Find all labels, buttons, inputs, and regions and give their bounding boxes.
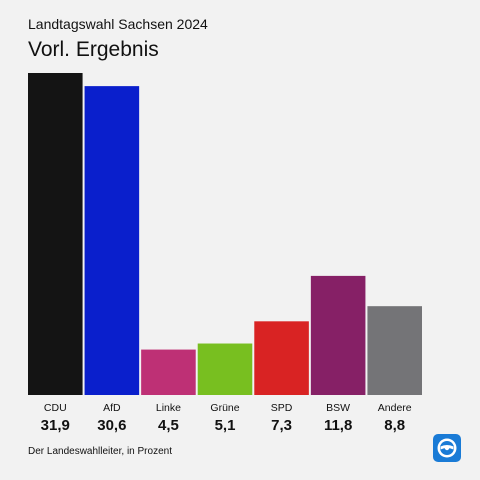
category-label: AfD	[103, 402, 121, 414]
value-label: 11,8	[324, 417, 352, 434]
bar-linke	[141, 349, 196, 395]
bar-grüne	[197, 343, 253, 395]
source-note: Der Landeswahlleiter, in Prozent	[28, 446, 172, 457]
bar-bsw	[310, 275, 366, 395]
tagesschau-logo-icon	[433, 434, 461, 462]
chart-title: Vorl. Ergebnis	[28, 38, 159, 61]
bar-andere	[367, 306, 422, 395]
category-label: Andere	[378, 402, 412, 414]
bar-spd	[254, 321, 309, 395]
chart-supertitle: Landtagswahl Sachsen 2024	[28, 16, 208, 32]
value-label: 5,1	[215, 417, 236, 434]
value-label: 4,5	[158, 417, 179, 434]
value-label: 30,6	[97, 417, 126, 434]
bar-cdu	[28, 73, 83, 395]
bar-afd	[84, 86, 140, 395]
category-label: BSW	[326, 402, 350, 414]
value-label: 31,9	[41, 417, 70, 434]
category-label: CDU	[44, 402, 67, 414]
value-label: 7,3	[271, 417, 292, 434]
category-label: Grüne	[210, 402, 239, 414]
category-label: Linke	[156, 402, 181, 414]
category-label: SPD	[271, 402, 293, 414]
value-label: 8,8	[384, 417, 405, 434]
